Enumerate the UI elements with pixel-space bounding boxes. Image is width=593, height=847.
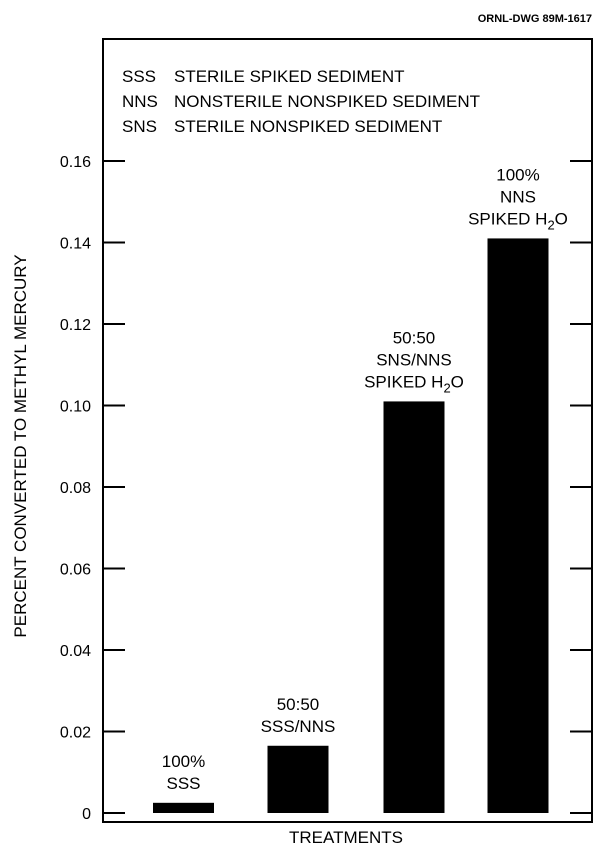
bar-label: SSS/NNS xyxy=(261,717,336,736)
bar-label: SPIKED H2O xyxy=(468,209,568,232)
x-axis-title: TREATMENTS xyxy=(289,828,403,847)
y-tick-label: 0.04 xyxy=(60,643,91,660)
bar xyxy=(153,802,214,813)
y-tick-label: 0.06 xyxy=(60,562,91,579)
y-tick-label: 0.08 xyxy=(60,480,91,497)
bar-label: NNS xyxy=(500,187,536,206)
y-tick-label: 0.12 xyxy=(60,317,91,334)
bar-label: SPIKED H2O xyxy=(364,372,464,395)
y-tick-label: 0.10 xyxy=(60,399,91,416)
bar-label: 50:50 xyxy=(393,328,436,347)
drawing-id: ORNL-DWG 89M-1617 xyxy=(478,13,592,25)
bar-label: SSS xyxy=(166,774,200,793)
legend-code-sns: SNS xyxy=(122,117,157,136)
legend-desc-sss: STERILE SPIKED SEDIMENT xyxy=(174,67,405,86)
legend-desc-nns: NONSTERILE NONSPIKED SEDIMENT xyxy=(174,92,480,111)
y-tick-label: 0.02 xyxy=(60,725,91,742)
bar-label: SNS/NNS xyxy=(376,350,452,369)
bar-label: 50:50 xyxy=(277,695,320,714)
bar xyxy=(267,745,329,813)
bar-label: 100% xyxy=(162,752,205,771)
y-axis: 0 0.02 0.04 0.06 0.08 0.10 0.12 0.14 0.16 xyxy=(60,154,592,823)
y-tick-label: 0.16 xyxy=(60,154,91,171)
bars xyxy=(153,238,549,814)
legend-code-nns: NNS xyxy=(122,92,158,111)
y-axis-title: PERCENT CONVERTED TO METHYL MERCURY xyxy=(11,254,30,637)
bar xyxy=(487,238,549,814)
bar-labels: 100% SSS 50:50 SSS/NNS 50:50 SNS/NNS SPIKED H2… xyxy=(162,165,568,792)
bar xyxy=(383,401,445,813)
legend-code-sss: SSS xyxy=(122,67,156,86)
legend-desc-sns: STERILE NONSPIKED SEDIMENT xyxy=(174,117,442,136)
legend: SSS STERILE SPIKED SEDIMENT NNS NONSTERI… xyxy=(122,67,480,136)
plot-frame xyxy=(102,38,593,823)
y-tick-label: 0.14 xyxy=(60,236,91,253)
bar-label: 100% xyxy=(496,165,539,184)
y-tick-label: 0 xyxy=(82,806,91,823)
